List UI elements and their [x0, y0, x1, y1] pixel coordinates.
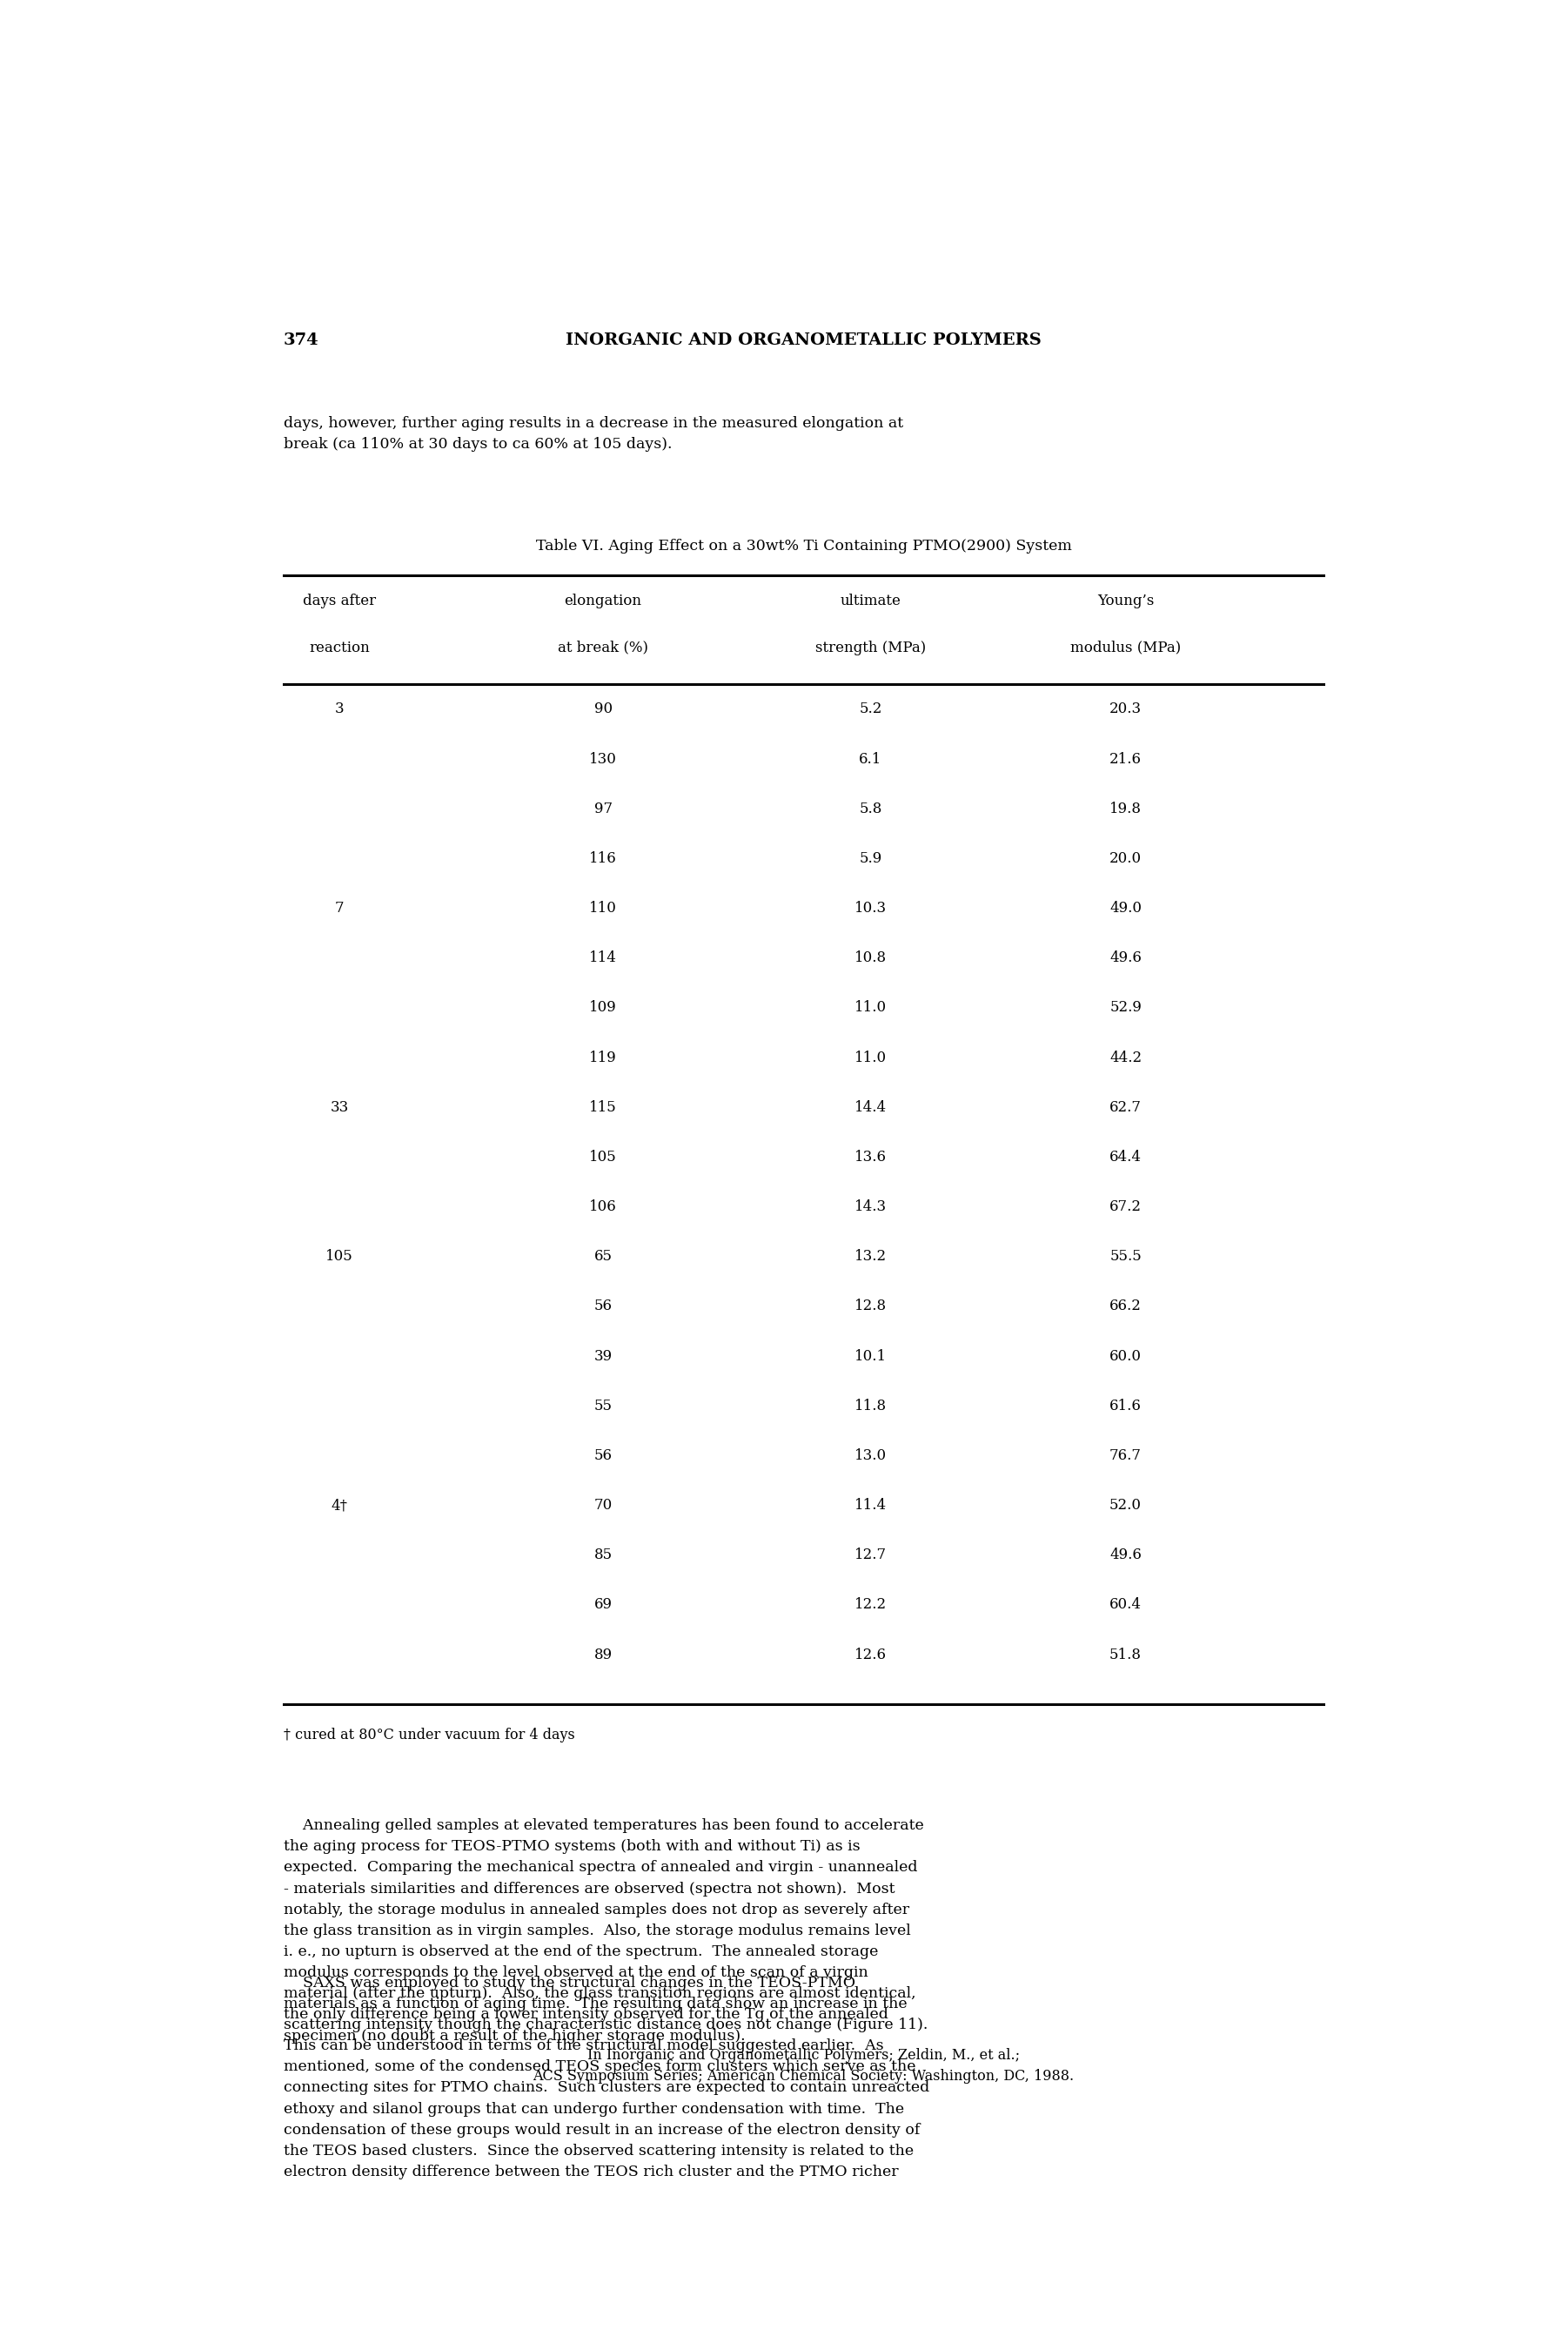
Text: elongation: elongation — [564, 592, 641, 609]
Text: 119: 119 — [590, 1050, 616, 1065]
Text: reaction: reaction — [309, 639, 370, 656]
Text: days, however, further aging results in a decrease in the measured elongation at: days, however, further aging results in … — [284, 416, 903, 451]
Text: 33: 33 — [331, 1100, 348, 1114]
Text: 66.2: 66.2 — [1110, 1300, 1142, 1314]
Text: 51.8: 51.8 — [1110, 1647, 1142, 1661]
Text: 4†: 4† — [331, 1497, 348, 1513]
Text: Annealing gelled samples at elevated temperatures has been found to accelerate
t: Annealing gelled samples at elevated tem… — [284, 1819, 924, 2042]
Text: 11.0: 11.0 — [855, 1001, 886, 1015]
Text: 20.3: 20.3 — [1110, 703, 1142, 717]
Text: strength (MPa): strength (MPa) — [815, 639, 925, 656]
Text: 13.0: 13.0 — [855, 1448, 886, 1464]
Text: Table VI. Aging Effect on a 30wt% Ti Containing PTMO(2900) System: Table VI. Aging Effect on a 30wt% Ti Con… — [536, 538, 1071, 555]
Text: 39: 39 — [594, 1349, 612, 1363]
Text: 55.5: 55.5 — [1110, 1250, 1142, 1264]
Text: 56: 56 — [594, 1300, 612, 1314]
Text: 52.9: 52.9 — [1110, 1001, 1142, 1015]
Text: 12.6: 12.6 — [855, 1647, 886, 1661]
Text: 61.6: 61.6 — [1110, 1398, 1142, 1412]
Text: 105: 105 — [590, 1149, 616, 1166]
Text: 69: 69 — [594, 1598, 612, 1612]
Text: 11.0: 11.0 — [855, 1050, 886, 1065]
Text: at break (%): at break (%) — [558, 639, 648, 656]
Text: 14.3: 14.3 — [855, 1198, 886, 1215]
Text: 67.2: 67.2 — [1110, 1198, 1142, 1215]
Text: 70: 70 — [594, 1497, 613, 1513]
Text: 7: 7 — [336, 900, 343, 916]
Text: 60.4: 60.4 — [1110, 1598, 1142, 1612]
Text: SAXS was employed to study the structural changes in the TEOS-PTMO
materials as : SAXS was employed to study the structura… — [284, 1976, 930, 2178]
Text: 12.8: 12.8 — [855, 1300, 886, 1314]
Text: Young’s: Young’s — [1098, 592, 1154, 609]
Text: 65: 65 — [594, 1250, 612, 1264]
Text: 49.6: 49.6 — [1110, 1549, 1142, 1563]
Text: 76.7: 76.7 — [1110, 1448, 1142, 1464]
Text: 12.7: 12.7 — [855, 1549, 886, 1563]
Text: 5.2: 5.2 — [859, 703, 881, 717]
Text: 10.3: 10.3 — [855, 900, 886, 916]
Text: modulus (MPa): modulus (MPa) — [1071, 639, 1181, 656]
Text: 105: 105 — [326, 1250, 353, 1264]
Text: 5.8: 5.8 — [859, 801, 881, 815]
Text: days after: days after — [303, 592, 376, 609]
Text: 55: 55 — [594, 1398, 612, 1412]
Text: 49.6: 49.6 — [1110, 952, 1142, 966]
Text: 60.0: 60.0 — [1110, 1349, 1142, 1363]
Text: 114: 114 — [590, 952, 616, 966]
Text: 97: 97 — [594, 801, 612, 815]
Text: 116: 116 — [590, 851, 616, 865]
Text: 110: 110 — [590, 900, 616, 916]
Text: † cured at 80°C under vacuum for 4 days: † cured at 80°C under vacuum for 4 days — [284, 1727, 575, 1744]
Text: 3: 3 — [336, 703, 343, 717]
Text: 90: 90 — [594, 703, 612, 717]
Text: INORGANIC AND ORGANOMETALLIC POLYMERS: INORGANIC AND ORGANOMETALLIC POLYMERS — [566, 334, 1041, 348]
Text: In Inorganic and Organometallic Polymers; Zeldin, M., et al.;
ACS Symposium Seri: In Inorganic and Organometallic Polymers… — [533, 2049, 1074, 2084]
Text: 56: 56 — [594, 1448, 612, 1464]
Text: 19.8: 19.8 — [1110, 801, 1142, 815]
Text: 6.1: 6.1 — [859, 752, 881, 766]
Text: 374: 374 — [284, 334, 318, 348]
Text: 13.2: 13.2 — [855, 1250, 886, 1264]
Text: 11.8: 11.8 — [855, 1398, 886, 1412]
Text: 64.4: 64.4 — [1110, 1149, 1142, 1166]
Text: 20.0: 20.0 — [1110, 851, 1142, 865]
Text: 13.6: 13.6 — [855, 1149, 886, 1166]
Text: 52.0: 52.0 — [1110, 1497, 1142, 1513]
Text: 44.2: 44.2 — [1110, 1050, 1142, 1065]
Text: 115: 115 — [590, 1100, 616, 1114]
Text: 62.7: 62.7 — [1110, 1100, 1142, 1114]
Text: 11.4: 11.4 — [855, 1497, 886, 1513]
Text: 12.2: 12.2 — [855, 1598, 886, 1612]
Text: 109: 109 — [590, 1001, 616, 1015]
Text: ultimate: ultimate — [840, 592, 902, 609]
Text: 14.4: 14.4 — [855, 1100, 886, 1114]
Text: 5.9: 5.9 — [859, 851, 881, 865]
Text: 130: 130 — [590, 752, 616, 766]
Text: 106: 106 — [590, 1198, 616, 1215]
Text: 85: 85 — [594, 1549, 612, 1563]
Text: 10.8: 10.8 — [855, 952, 886, 966]
Text: 21.6: 21.6 — [1110, 752, 1142, 766]
Text: 10.1: 10.1 — [855, 1349, 886, 1363]
Text: 49.0: 49.0 — [1110, 900, 1142, 916]
Text: 89: 89 — [594, 1647, 612, 1661]
